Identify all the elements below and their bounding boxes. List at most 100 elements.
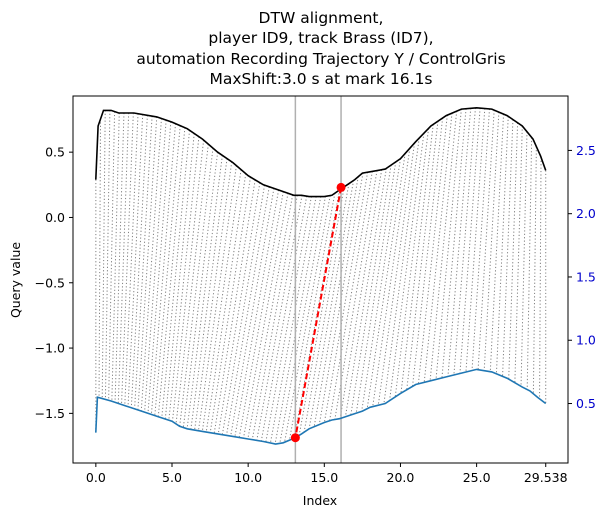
alignment-connector	[459, 108, 481, 374]
y-axis-label: Query value	[8, 242, 23, 318]
alignment-connector	[213, 179, 256, 434]
alignment-connector	[394, 128, 430, 397]
alignment-connector	[389, 133, 425, 401]
alignment-connector	[234, 189, 280, 437]
alignment-connector	[284, 195, 331, 443]
y-right-tick-label: 2.5	[576, 143, 596, 158]
alignment-connector	[114, 112, 125, 403]
alignment-connector	[465, 108, 486, 373]
alignment-connector	[303, 183, 350, 433]
alignment-connector	[477, 110, 495, 370]
alignment-connector	[161, 130, 191, 418]
alignment-connector	[175, 144, 209, 424]
alignment-connector	[441, 108, 467, 379]
alignment-connector	[502, 119, 514, 377]
alignment-connector	[260, 196, 308, 442]
alignment-connector	[182, 152, 219, 428]
alignment-connector	[108, 111, 116, 401]
alignment-connector	[247, 194, 294, 439]
alignment-connector	[140, 118, 162, 412]
mark-lines	[294, 96, 342, 463]
y-axis-right: 2.5 2.0 1.5 1.0 0.5	[568, 143, 596, 411]
alignment-connector	[417, 115, 448, 384]
alignment-connector	[238, 191, 284, 438]
alignment-connector	[293, 189, 341, 439]
alignment-connector	[209, 176, 251, 433]
title-line-4: MaxShift:3.0 s at mark 16.1s	[209, 70, 432, 88]
alignment-connector	[471, 108, 490, 371]
alignment-connector	[104, 110, 111, 400]
alignment-connector	[526, 137, 533, 390]
alignment-connector	[495, 116, 509, 374]
title-line-3: automation Recording Trajectory Y / Cont…	[136, 50, 505, 68]
alignment-connector	[221, 185, 266, 435]
alignment-connector	[406, 121, 439, 390]
alignment-connector	[423, 113, 453, 383]
alignment-connector	[230, 188, 275, 437]
y-right-tick-label: 0.5	[576, 396, 596, 411]
alignment-connector	[313, 176, 359, 427]
alignment-connector	[190, 158, 228, 430]
x-axis-label: Index	[303, 493, 337, 508]
alignment-connector	[288, 193, 336, 441]
alignment-connector	[279, 196, 326, 444]
alignment-connector	[154, 125, 181, 416]
alignment-connector	[339, 169, 383, 419]
highlight-layer	[290, 182, 346, 443]
alignment-connectors	[95, 107, 547, 445]
highlight-query-point	[336, 182, 346, 192]
alignment-connector	[323, 172, 369, 423]
x-tick-label: 29.538	[524, 470, 568, 485]
title-line-1: DTW alignment,	[259, 9, 384, 27]
alignment-connector	[186, 155, 223, 429]
alignment-connector	[355, 161, 397, 414]
alignment-connector	[447, 108, 472, 377]
alignment-connector	[164, 133, 195, 420]
x-tick-label: 20.0	[387, 470, 415, 485]
alignment-connector	[251, 195, 298, 440]
y-right-tick-label: 1.0	[576, 333, 596, 348]
x-tick-label: 5.0	[162, 470, 182, 485]
alignment-connector	[308, 180, 355, 429]
alignment-connector	[194, 161, 233, 431]
highlight-reference-point	[290, 433, 300, 443]
alignment-connector	[130, 115, 148, 408]
highlight-connector	[294, 187, 343, 438]
alignment-connector	[144, 120, 167, 413]
alignment-connector	[298, 186, 345, 436]
alignment-connector	[137, 116, 158, 410]
x-axis: 0.0 5.0 10.0 15.0 20.0 25.0 29.538	[86, 463, 568, 485]
plot-area	[72, 95, 569, 464]
alignment-connector	[205, 173, 247, 433]
title-line-2: player ID9, track Brass (ID7),	[208, 29, 433, 47]
alignment-connector	[111, 112, 120, 402]
alignment-connector	[242, 193, 289, 439]
y-left-tick-label: −0.5	[35, 275, 65, 290]
alignment-connector	[147, 121, 172, 414]
series-layer	[95, 106, 547, 445]
alignment-connector	[256, 195, 303, 441]
y-left-tick-label: −1.0	[35, 341, 65, 356]
alignment-connector	[168, 136, 200, 421]
x-tick-label: 25.0	[463, 470, 491, 485]
alignment-connector	[117, 112, 130, 404]
alignment-connector	[344, 168, 387, 417]
alignment-connector	[127, 114, 144, 407]
alignment-connector	[483, 112, 500, 371]
alignment-connector	[489, 114, 505, 372]
alignment-connector	[539, 157, 542, 399]
query-series-line	[95, 106, 547, 198]
y-axis-left: 0.5 0.0 −0.5 −1.0 −1.5	[35, 145, 73, 421]
y-left-tick-label: 0.5	[45, 145, 65, 160]
plot-frame	[72, 95, 569, 464]
y-left-tick-label: −1.5	[35, 406, 65, 421]
alignment-connector	[179, 148, 214, 427]
x-tick-label: 10.0	[234, 470, 262, 485]
x-tick-label: 15.0	[310, 470, 338, 485]
alignment-connector	[453, 107, 476, 376]
alignment-connector	[150, 123, 177, 415]
alignment-connector	[334, 170, 378, 420]
alignment-connector	[171, 140, 205, 422]
alignment-connector	[197, 165, 237, 431]
reference-series-line	[95, 368, 547, 445]
